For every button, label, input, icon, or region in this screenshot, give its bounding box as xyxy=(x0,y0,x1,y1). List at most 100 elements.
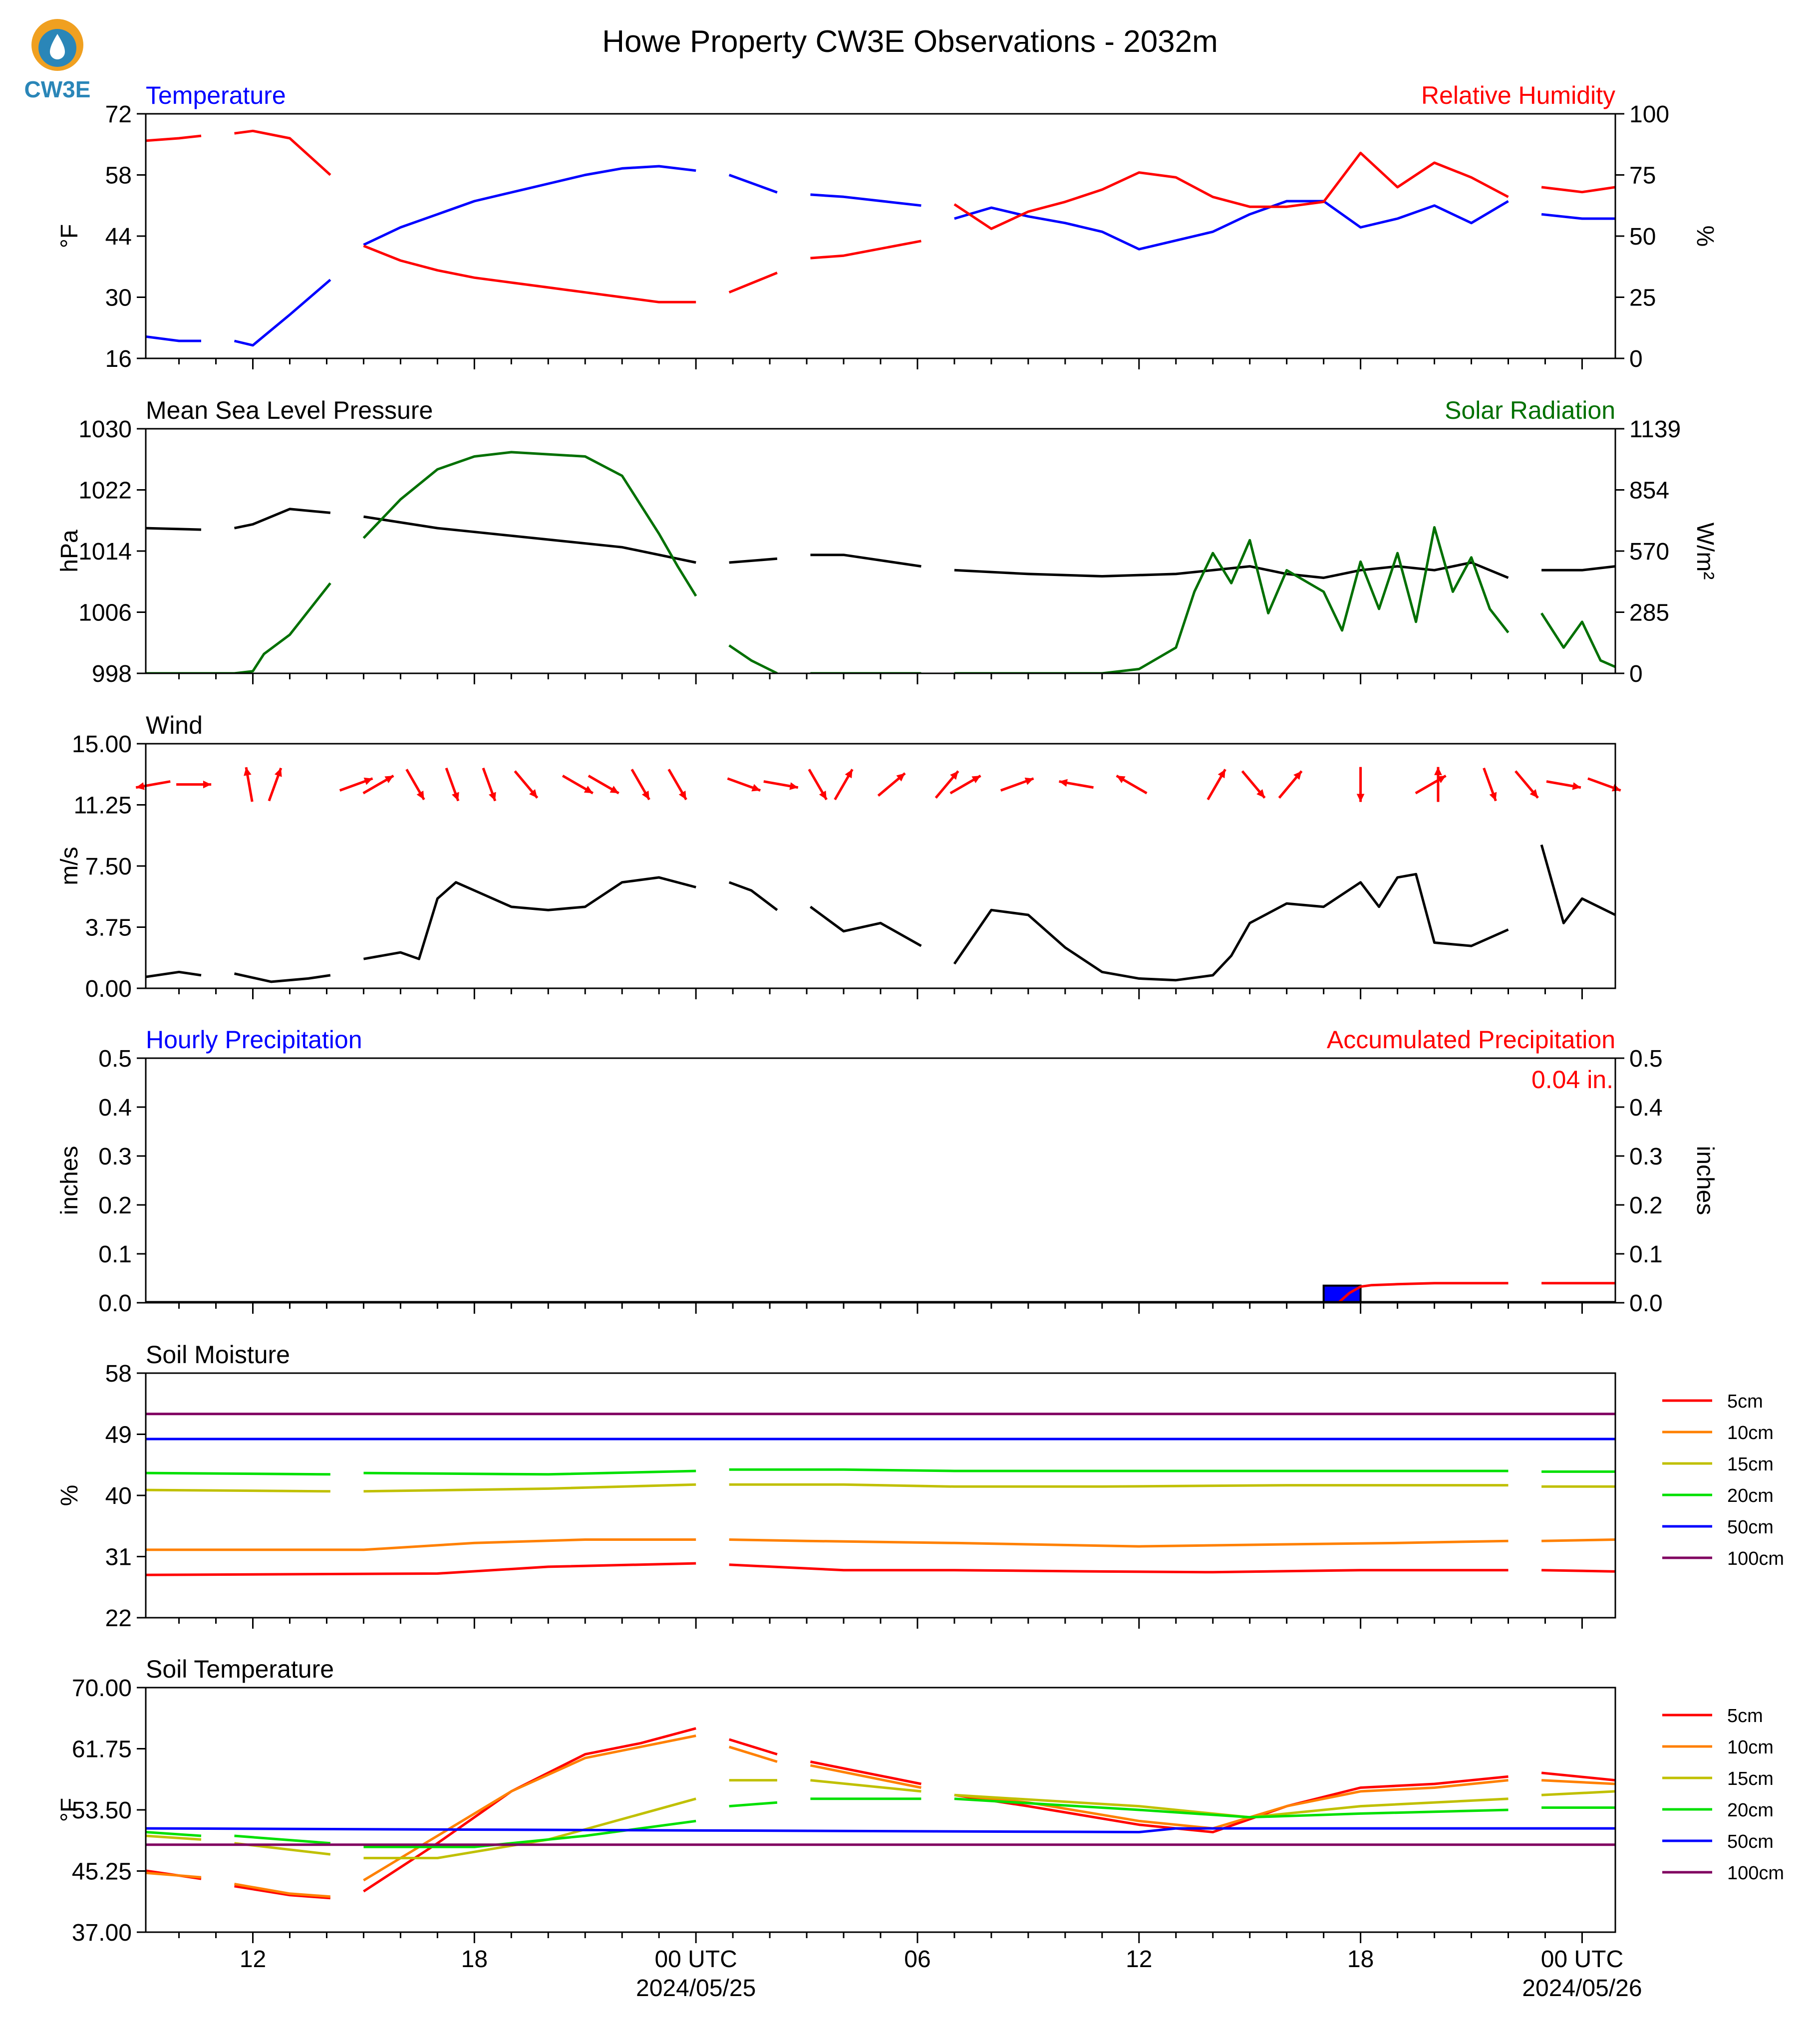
wind-arrow-head xyxy=(384,776,394,784)
y-tick-label: 0.1 xyxy=(98,1241,132,1268)
y-axis-label: hPa xyxy=(56,530,83,573)
panel-title-left: Soil Temperature xyxy=(146,1655,334,1683)
y-tick-label-right: 25 xyxy=(1629,285,1656,311)
plot-frame xyxy=(145,113,1616,359)
y-tick-label-right: 0.3 xyxy=(1629,1144,1663,1170)
wind-arrow-head xyxy=(971,776,981,784)
wind-arrow-head xyxy=(1434,767,1442,775)
y-axis-label-right: inches xyxy=(1692,1146,1718,1215)
y-tick-label-right: 75 xyxy=(1629,163,1656,189)
data-layer xyxy=(146,451,1615,673)
series-line-15cm xyxy=(146,1779,1615,1859)
y-axis-label-right: % xyxy=(1692,226,1718,247)
legend-label: 10cm xyxy=(1727,1737,1774,1758)
wind-arrow-head xyxy=(1572,782,1581,790)
series-line-10cm xyxy=(146,1735,1615,1898)
wind-arrow-head xyxy=(1256,789,1265,798)
legend-label: 50cm xyxy=(1727,1831,1774,1852)
series-line-50cm xyxy=(146,1827,1615,1833)
panel-3: Hourly Precipitation Accumulated Precipit… xyxy=(56,1026,1718,1317)
panel-title-left: Temperature xyxy=(146,81,286,109)
panel-4: Soil Moisture5849403122%5cm10cm15cm20cm5… xyxy=(56,1341,1784,1632)
panel-title-left: Mean Sea Level Pressure xyxy=(146,396,433,424)
logo-text: CW3E xyxy=(24,76,91,102)
y-axis-label: inches xyxy=(56,1146,83,1215)
y-tick-label: 45.25 xyxy=(72,1859,132,1885)
y-tick-label-right: 570 xyxy=(1629,539,1669,565)
panel-2: Wind 15.00 11.25 7.50 3.75 0.00 m/s xyxy=(56,711,1621,1002)
y-tick-label: 31 xyxy=(105,1544,132,1571)
series-line-15cm xyxy=(146,1483,1615,1493)
wind-arrow-head xyxy=(1116,776,1126,784)
data-layer xyxy=(146,844,1615,983)
legend-label: 15cm xyxy=(1727,1454,1774,1475)
y-tick-label-right: 100 xyxy=(1629,101,1669,128)
panel-1: Mean Sea Level Pressure Solar Radiation 10… xyxy=(56,396,1718,687)
series-line-temperature xyxy=(146,165,1615,347)
y-axis-label: % xyxy=(56,1485,83,1506)
x-tick-label: 12 xyxy=(1126,1946,1152,1973)
wind-arrow-head xyxy=(845,769,853,779)
wind-arrow-head xyxy=(950,771,958,780)
panel-5: Soil Temperature 70.00 61.75 53.50 45.25 37.0… xyxy=(56,1655,1784,1946)
y-tick-label: 40 xyxy=(105,1483,132,1509)
legend-label: 5cm xyxy=(1727,1706,1763,1727)
y-tick-label: 58 xyxy=(105,1361,132,1387)
y-tick-label: 30 xyxy=(105,285,132,311)
y-tick-label-right: 1139 xyxy=(1629,416,1681,443)
wind-arrow-head xyxy=(1217,769,1225,779)
y-tick-label: 0.4 xyxy=(98,1095,132,1121)
y-tick-label-right: 0.5 xyxy=(1629,1046,1663,1072)
y-tick-label: 70.00 xyxy=(72,1675,132,1702)
y-tick-label: 7.50 xyxy=(85,854,132,880)
x-date-label: 2024/05/25 xyxy=(636,1975,756,2002)
y-tick-label: 0.0 xyxy=(98,1290,132,1317)
wind-arrow-head xyxy=(789,782,798,790)
wind-arrow-head xyxy=(244,767,252,776)
y-tick-label-right: 50 xyxy=(1629,224,1656,250)
x-tick-label: 06 xyxy=(904,1946,930,1973)
y-tick-label: 1030 xyxy=(78,416,132,443)
wind-arrow-head xyxy=(896,773,906,782)
wind-arrow-head xyxy=(274,768,282,777)
panel-title-left: Soil Moisture xyxy=(146,1341,290,1369)
x-tick-label: 18 xyxy=(1347,1946,1374,1973)
series-line-20cm xyxy=(146,1797,1615,1848)
wind-arrow-head xyxy=(488,792,496,801)
accum-total-label: 0.04 in. xyxy=(1531,1066,1613,1094)
series-line-5cm xyxy=(146,1562,1615,1576)
plot-frame xyxy=(145,743,1616,989)
wind-arrow-head xyxy=(452,792,459,801)
y-tick-label-right: 0.0 xyxy=(1629,1290,1663,1317)
panel-title-left: Hourly Precipitation xyxy=(146,1026,362,1054)
y-tick-label-right: 0 xyxy=(1629,346,1643,372)
wind-arrows xyxy=(135,767,1621,802)
legend-label: 50cm xyxy=(1727,1517,1774,1538)
wind-arrow-head xyxy=(584,786,593,794)
legend-label: 15cm xyxy=(1727,1768,1774,1789)
y-tick-label-right: 285 xyxy=(1629,600,1669,626)
panel-title-right: Relative Humidity xyxy=(1421,81,1615,109)
y-tick-label: 58 xyxy=(105,163,132,189)
wind-arrow-head xyxy=(416,791,424,800)
y-tick-label-right: 0.2 xyxy=(1629,1192,1663,1219)
y-tick-label: 53.50 xyxy=(72,1797,132,1824)
data-layer xyxy=(146,1413,1615,1576)
y-tick-label: 15.00 xyxy=(72,731,132,758)
y-axis-label: °F xyxy=(56,1798,83,1822)
y-tick-label-right: 0.4 xyxy=(1629,1095,1663,1121)
wind-arrow-head xyxy=(1611,784,1621,792)
wind-arrow-head xyxy=(1489,792,1497,801)
y-axis-label: m/s xyxy=(56,847,83,885)
y-tick-label: 11.25 xyxy=(73,793,132,819)
legend-label: 5cm xyxy=(1727,1391,1763,1412)
y-tick-label: 61.75 xyxy=(72,1737,132,1763)
legend-label: 20cm xyxy=(1727,1485,1774,1506)
y-tick-label: 998 xyxy=(92,661,132,687)
y-tick-label: 49 xyxy=(105,1422,132,1449)
y-tick-label: 0.3 xyxy=(98,1144,132,1170)
legend: 5cm 10cm 15cm 20cm 50cm 100cm xyxy=(1662,1391,1784,1569)
cw3e-logo: CW3E xyxy=(24,19,91,102)
figure-title: Howe Property CW3E Observations - 2032m xyxy=(602,24,1218,59)
